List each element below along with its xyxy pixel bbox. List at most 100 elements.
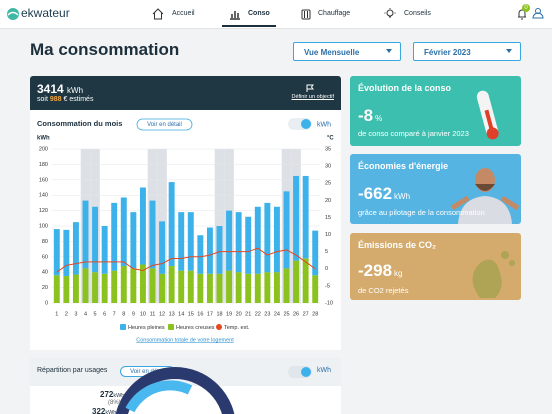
usage-unit-toggle[interactable] [288, 366, 312, 378]
x-tick-label: 22 [255, 311, 261, 317]
bar-segment [197, 235, 204, 274]
heating-icon [301, 9, 311, 20]
y2-tick-label: 35 [325, 146, 331, 152]
bar-segment [139, 264, 146, 303]
usage-title: Répartition par usages [37, 367, 108, 374]
total-unit: kWh [67, 86, 84, 95]
bar-segment [264, 272, 271, 303]
x-tick-label: 7 [113, 311, 116, 317]
bar-segment [293, 260, 300, 303]
thermometer-image [476, 90, 499, 140]
bar-segment [92, 206, 99, 273]
bar-segment [254, 273, 261, 303]
bar-segment [120, 266, 127, 303]
bar-segment [130, 268, 137, 303]
notification-badge: 0 [522, 4, 530, 12]
y2-axis-label: °C [327, 136, 334, 142]
x-tick-label: 15 [188, 311, 194, 317]
info-card[interactable]: Émissions de CO₂ -298 kg de CO2 rejetés [350, 233, 521, 300]
chart-title: Consommation du mois [37, 119, 122, 128]
page-title: Ma consommation [30, 40, 180, 59]
card-title: Évolution de la conso [358, 83, 452, 93]
bar-segment [92, 272, 99, 303]
bar-segment [254, 206, 261, 274]
bar-segment [82, 200, 89, 269]
x-tick-label: 26 [293, 311, 299, 317]
bar-segment [53, 275, 60, 303]
bar-segment [235, 272, 242, 303]
usage-unit-label[interactable]: kWh [317, 367, 331, 374]
detail-button-label[interactable]: Voir en détail [147, 122, 182, 128]
x-tick-label: 8 [122, 311, 125, 317]
bar-segment [302, 258, 309, 303]
legend-swatch [120, 324, 126, 330]
bar-segment [312, 275, 319, 303]
temperature-line [56, 247, 316, 273]
info-card[interactable]: Économies d'énergie -662 kWh grâce au pil… [350, 154, 521, 224]
usage-value: 272 [100, 390, 114, 399]
bar-segment [53, 229, 60, 276]
bar-segment [273, 272, 280, 303]
chart-card: Consommation du mois Voir en détail kWh … [30, 110, 341, 350]
x-tick-label: 25 [283, 311, 289, 317]
x-tick-label: 21 [245, 311, 251, 317]
y-tick-label: 100 [39, 223, 48, 229]
logo[interactable]: ekwateur [21, 6, 70, 20]
unit-toggle-label[interactable]: kWh [317, 121, 331, 128]
nav-item[interactable]: Conseils [404, 10, 431, 17]
usage-unit: kWh [113, 393, 125, 399]
bar-segment [216, 226, 223, 274]
x-tick-label: 20 [236, 311, 242, 317]
legend-label: Temp. ext. [224, 325, 250, 331]
x-tick-label: 5 [94, 311, 97, 317]
nav-item[interactable]: Chauffage [318, 10, 351, 17]
card-number: -8 [358, 106, 374, 125]
y-tick-label: 140 [39, 193, 48, 199]
card-number: -662 [358, 184, 393, 203]
conso-icon [230, 11, 240, 20]
y-tick-label: 60 [42, 254, 48, 260]
bar-segment [312, 230, 319, 276]
period-select[interactable]: Vue Mensuelle [293, 42, 401, 61]
bar-segment [82, 268, 89, 303]
account-icon[interactable] [532, 7, 544, 19]
tips-icon [384, 8, 396, 18]
y2-tick-label: 10 [325, 232, 331, 238]
nav-item[interactable]: Accueil [172, 10, 195, 17]
x-tick-label: 3 [74, 311, 77, 317]
card-text: de conso comparé à janvier 2023 [358, 129, 469, 138]
goal-link[interactable]: Définir un objectif [291, 94, 335, 100]
y2-tick-label: -10 [325, 300, 333, 306]
flag-icon [306, 84, 314, 92]
month-select[interactable]: Février 2023 [413, 42, 521, 61]
x-tick-label: 24 [274, 311, 280, 317]
cost-value: 988 [49, 96, 62, 103]
bar-segment [149, 268, 156, 303]
y-axis-label: kWh [37, 136, 50, 142]
bar-segment [159, 221, 166, 274]
x-tick-label: 28 [312, 311, 318, 317]
x-tick-label: 19 [226, 311, 232, 317]
active-underline [222, 25, 276, 27]
info-card[interactable]: Évolution de la conso -8% de conso compa… [350, 76, 521, 146]
cost-suffix: € estimés [63, 96, 94, 103]
person-image [450, 168, 520, 224]
bar-segment [63, 229, 70, 277]
usage-card: Répartition par usages Voir en détail kW… [30, 358, 341, 414]
card-value: -8% [358, 106, 382, 126]
cost-prefix: soit [37, 96, 48, 103]
bar-segment [130, 212, 137, 269]
x-tick-label: 2 [65, 311, 68, 317]
bar-segment [178, 212, 185, 271]
legend-swatch [216, 324, 222, 330]
x-tick-label: 17 [207, 311, 213, 317]
x-tick-label: 14 [178, 311, 184, 317]
x-tick-label: 18 [216, 311, 222, 317]
total: 3414 kWh [37, 82, 83, 96]
bar-segment [187, 270, 194, 303]
summary-header: 3414 kWh soit 988 € estimés Définir un o… [30, 76, 341, 110]
bar-segment [72, 274, 79, 303]
nav-item[interactable]: Conso [248, 10, 270, 17]
total-link[interactable]: Consommation totale de votre logement [136, 337, 234, 343]
detail-button[interactable] [136, 118, 193, 131]
